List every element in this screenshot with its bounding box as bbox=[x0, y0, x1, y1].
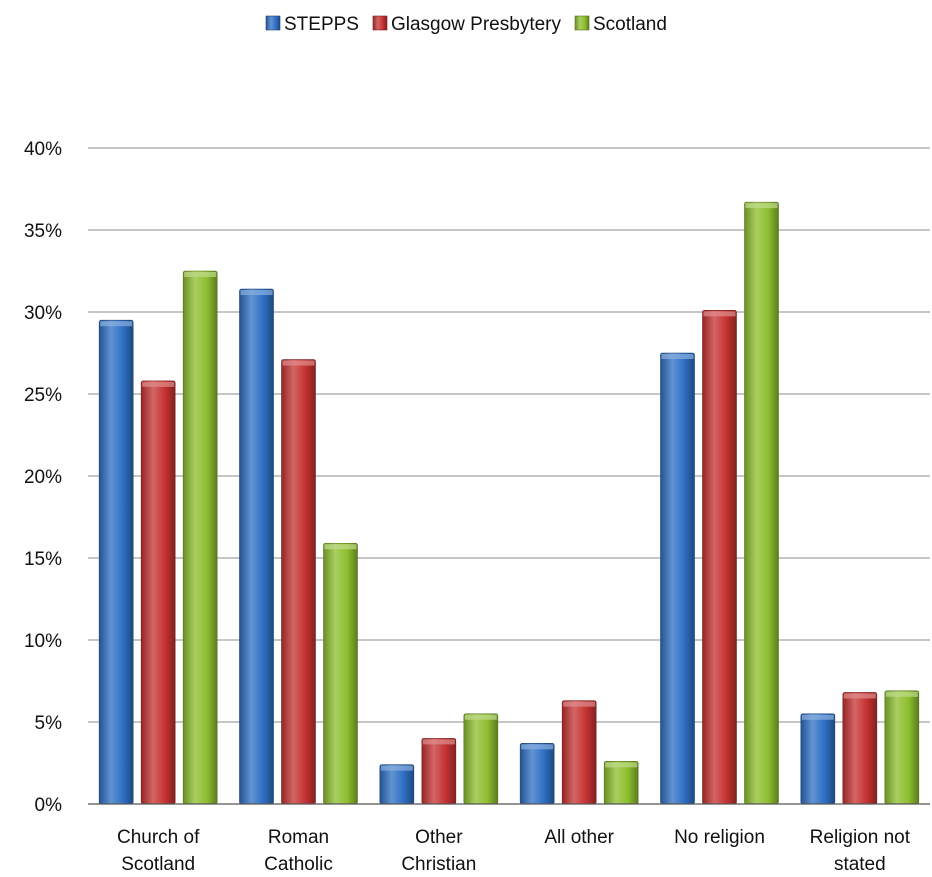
bar-glasgow-presbytery-church-of-scotland: Glasgow Presbytery: 25.8% bbox=[140, 380, 176, 805]
bar-top-highlight bbox=[324, 544, 357, 550]
bar-top-highlight bbox=[661, 354, 694, 359]
x-tick-label: Church of Scotland bbox=[117, 827, 200, 875]
bar-top-highlight bbox=[885, 691, 918, 697]
bar-top-highlight bbox=[843, 693, 876, 699]
bar-top-highlight bbox=[703, 311, 736, 317]
bar-scotland-church-of-scotland: Scotland: 32.5% bbox=[182, 270, 218, 805]
bar-top-highlight bbox=[521, 744, 554, 750]
bar-stepps-no-religion: STEPPS: 27.5% bbox=[660, 352, 695, 805]
bar-top-highlight bbox=[605, 762, 638, 768]
x-tick-label: Religion not stated bbox=[810, 827, 911, 875]
bar-scotland-no-religion: Scotland: 36.7% bbox=[744, 201, 779, 805]
bar-stepps-religion-not-stated: STEPPS: 5.5% bbox=[800, 713, 836, 805]
bar-glasgow-presbytery-religion-not-stated: Glasgow Presbytery: 6.8% bbox=[842, 692, 878, 805]
bar-top-highlight bbox=[464, 714, 497, 720]
legend-label: STEPPS bbox=[284, 14, 359, 35]
legend: STEPPS Glasgow Presbytery Scotland bbox=[265, 14, 667, 35]
bar-top-highlight bbox=[240, 290, 273, 296]
bar-scotland-religion-not-stated: Scotland: 6.9% bbox=[884, 690, 920, 805]
x-tick-label: Roman Catholic bbox=[264, 827, 333, 875]
y-tick-label: 5% bbox=[35, 713, 63, 734]
y-tick-label: 0% bbox=[35, 795, 63, 816]
bar-scotland-all-other: Scotland: 2.6% bbox=[603, 761, 639, 805]
y-tick-label: 40% bbox=[24, 139, 62, 160]
bar-stepps-all-other: STEPPS: 3.7% bbox=[519, 743, 555, 805]
legend-swatch bbox=[372, 15, 388, 31]
legend-item-stepps: STEPPS bbox=[265, 14, 359, 35]
bar-top-highlight bbox=[142, 381, 175, 387]
y-tick-label: 25% bbox=[24, 385, 62, 406]
bar-top-highlight bbox=[100, 321, 133, 327]
y-axis: 0% 5% 10% 15% 20% 25% 30% 35% 40% bbox=[24, 139, 62, 816]
bar-scotland-roman-catholic: Scotland: 15.9% bbox=[323, 542, 358, 805]
bar-scotland-other-christian: Scotland: 5.5% bbox=[463, 713, 499, 805]
legend-swatch bbox=[574, 15, 590, 31]
legend-label: Scotland bbox=[593, 14, 667, 35]
legend-swatch bbox=[265, 15, 281, 31]
y-tick-label: 10% bbox=[24, 631, 62, 652]
y-tick-label: 20% bbox=[24, 467, 62, 488]
gridlines bbox=[88, 147, 930, 805]
x-axis: Church of Scotland Roman Catholic Other Chris… bbox=[88, 803, 930, 875]
x-tick-label: No religion bbox=[674, 827, 765, 848]
bar-top-highlight bbox=[380, 765, 413, 771]
y-tick-label: 15% bbox=[24, 549, 62, 570]
legend-item-scotland: Scotland bbox=[574, 14, 667, 35]
bar-top-highlight bbox=[422, 739, 455, 745]
legend-label: Glasgow Presbytery bbox=[391, 14, 562, 35]
bar-glasgow-presbytery-no-religion: Glasgow Presbytery: 30.1% bbox=[702, 310, 737, 805]
y-tick-label: 35% bbox=[24, 221, 62, 242]
x-tick-label: All other bbox=[544, 827, 614, 848]
bar-top-highlight bbox=[184, 272, 217, 277]
bar-stepps-church-of-scotland: STEPPS: 29.5% bbox=[98, 319, 134, 805]
bar-stepps-roman-catholic: STEPPS: 31.4% bbox=[239, 288, 274, 805]
bars: STEPPS: 29.5%Glasgow Presbytery: 25.8%Sc… bbox=[98, 201, 920, 805]
bar-glasgow-presbytery-roman-catholic: Glasgow Presbytery: 27.1% bbox=[281, 359, 316, 805]
x-tick-label: Other Christian bbox=[401, 827, 476, 875]
bar-top-highlight bbox=[745, 203, 778, 209]
bar-top-highlight bbox=[801, 714, 834, 720]
bar-glasgow-presbytery-other-christian: Glasgow Presbytery: 4% bbox=[421, 738, 457, 805]
y-tick-label: 30% bbox=[24, 303, 62, 324]
bar-top-highlight bbox=[563, 701, 596, 707]
bar-top-highlight bbox=[282, 360, 315, 366]
legend-item-glasgow-presbytery: Glasgow Presbytery bbox=[372, 14, 562, 35]
bar-glasgow-presbytery-all-other: Glasgow Presbytery: 6.3% bbox=[561, 700, 597, 805]
